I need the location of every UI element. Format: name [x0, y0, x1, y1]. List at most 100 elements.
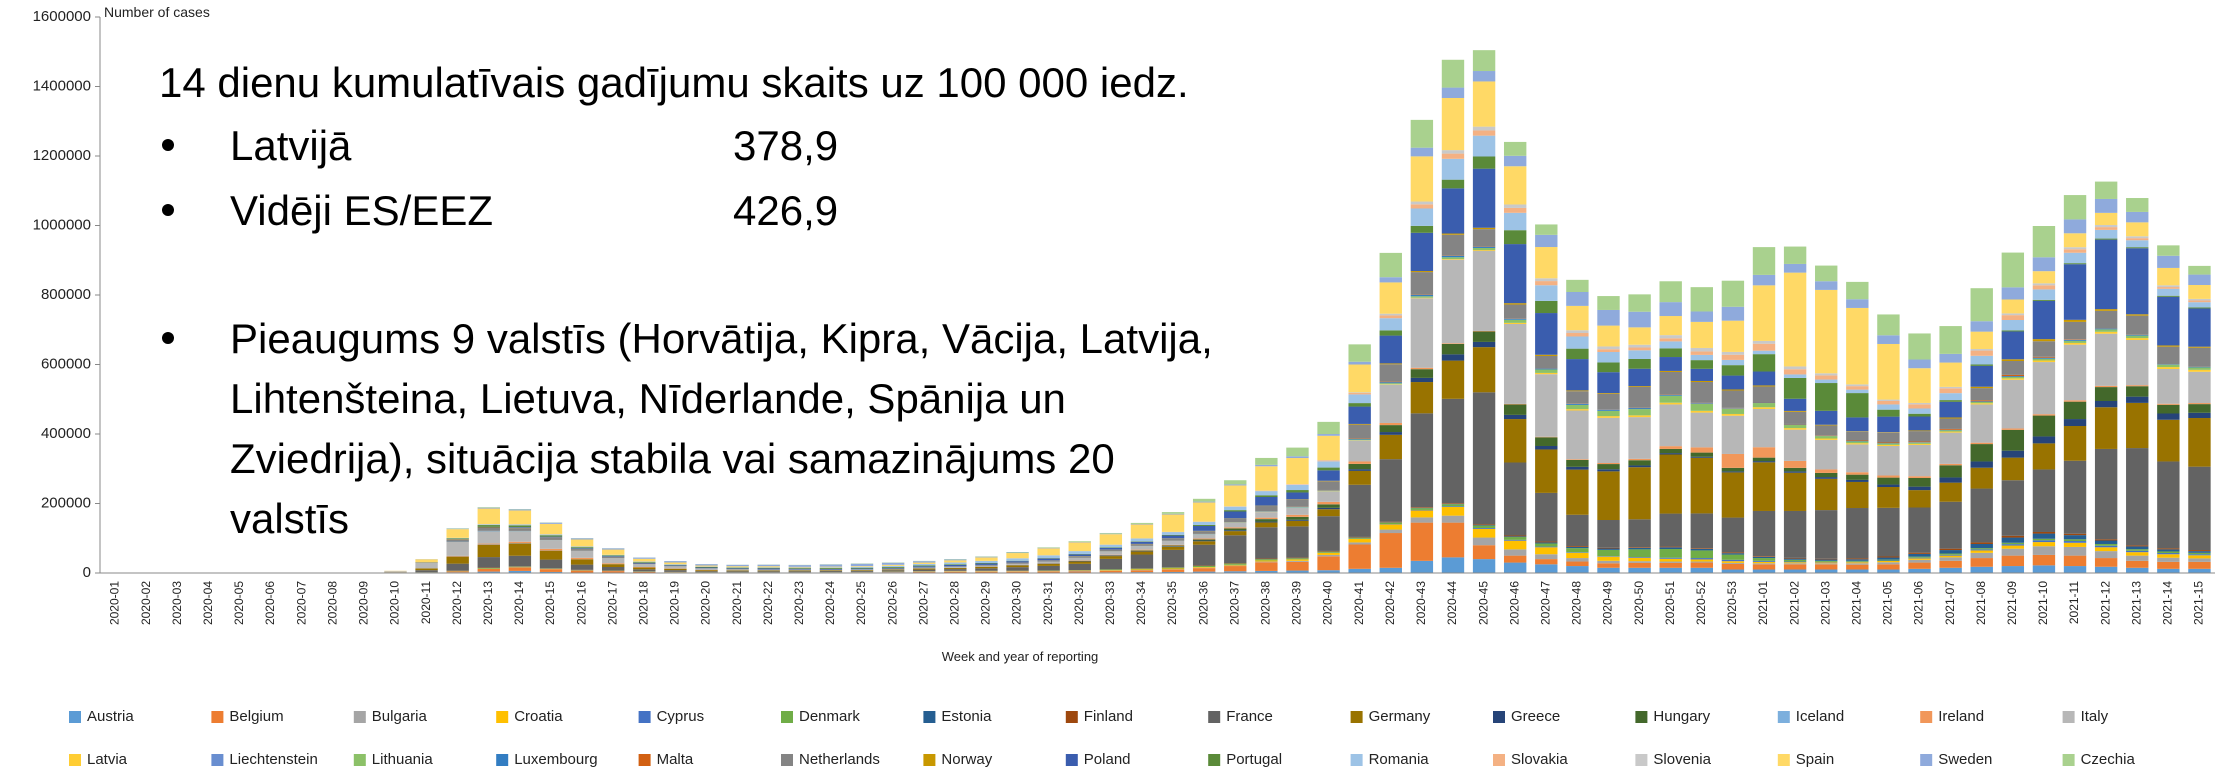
bar-segment — [1690, 410, 1713, 413]
bar-segment — [1472, 126, 1496, 131]
y-tick-label: 1200000 — [33, 147, 91, 164]
bar-segment — [1970, 543, 1993, 549]
bar-segment — [1908, 441, 1931, 443]
bar-segment — [1192, 571, 1216, 573]
bar-segment — [1161, 549, 1185, 568]
bar-segment — [2063, 321, 2087, 340]
bar-segment — [1535, 449, 1558, 493]
bar-segment — [1597, 416, 1620, 418]
bar-segment — [2032, 469, 2056, 532]
bar-segment — [2063, 344, 2087, 401]
bullet — [162, 139, 174, 151]
bar-segment — [1908, 404, 1931, 409]
bar-segment — [1815, 379, 1838, 384]
bar-segment — [1130, 570, 1154, 573]
bar-segment — [2001, 361, 2025, 375]
bar-segment — [1597, 471, 1620, 521]
bar-segment — [1815, 569, 1838, 573]
bar-segment — [1348, 344, 1371, 362]
bar-segment — [1566, 459, 1589, 460]
legend-label: Croatia — [514, 708, 563, 725]
bar-segment — [1752, 510, 1776, 557]
bar-segment — [1410, 508, 1434, 510]
x-tick-label: 2020-05 — [232, 581, 246, 625]
bar-segment — [1286, 490, 1309, 493]
bar-segment — [1379, 422, 1402, 426]
bar-segment — [1628, 562, 1651, 568]
bar-segment — [2094, 566, 2118, 573]
bar-segment — [2032, 414, 2056, 416]
legend-swatch — [496, 711, 509, 723]
bar-segment — [633, 571, 656, 573]
bar-segment — [1379, 382, 1402, 384]
bar-segment — [1939, 326, 1962, 354]
bar-segment — [1815, 559, 1838, 561]
bar-segment — [1379, 318, 1402, 331]
legend-swatch — [2062, 754, 2075, 766]
bar-segment — [1970, 550, 1993, 553]
bar-segment — [1628, 408, 1651, 410]
bar-segment — [1535, 247, 1558, 279]
bar-segment — [726, 566, 749, 568]
bar-segment — [1503, 230, 1527, 245]
bar-segment — [757, 567, 780, 569]
bar-segment — [2032, 339, 2056, 342]
bar-segment — [1752, 569, 1776, 573]
bar-segment — [944, 569, 967, 571]
bar-segment — [695, 567, 718, 569]
bar-segment — [1659, 446, 1682, 449]
bar-segment — [1348, 568, 1371, 573]
bar-segment — [1939, 557, 1962, 561]
bar-segment — [1690, 548, 1713, 551]
bar-segment — [2001, 542, 2025, 545]
bar-segment — [1566, 566, 1589, 573]
bar-segment — [1939, 418, 1962, 429]
bar-segment — [1535, 436, 1558, 438]
bar-segment — [2063, 546, 2087, 556]
bar-segment — [1690, 456, 1713, 458]
bar-segment — [944, 566, 967, 567]
bar-segment — [2032, 271, 2056, 284]
bar-segment — [1348, 470, 1371, 485]
bar-segment — [570, 550, 594, 558]
bar-segment — [1846, 444, 1869, 473]
bar-segment — [1472, 135, 1496, 157]
bar-segment — [633, 567, 656, 568]
bar-segment — [1255, 521, 1278, 523]
bar-segment — [539, 523, 563, 535]
bar-segment — [1877, 564, 1900, 570]
bar-segment — [1815, 510, 1838, 559]
bar-segment — [2188, 274, 2211, 286]
bar-segment — [1752, 350, 1776, 355]
bar-segment — [1659, 561, 1682, 563]
bar-segment — [1815, 560, 1838, 562]
bar-segment — [446, 529, 469, 538]
bar-segment — [2126, 386, 2149, 397]
bar-segment — [1006, 552, 1029, 554]
bar-segment — [1099, 569, 1123, 571]
bar-segment — [1690, 403, 1713, 411]
bar-segment — [1472, 331, 1496, 342]
bar-segment — [1752, 343, 1776, 351]
bar-segment — [1566, 403, 1589, 405]
legend-swatch — [211, 754, 224, 766]
bar-segment — [602, 548, 625, 550]
bar-segment — [1161, 567, 1185, 569]
bar-segment — [602, 549, 625, 555]
bar-segment — [2063, 535, 2087, 540]
bar-segment — [2063, 263, 2087, 265]
bar-segment — [1255, 519, 1278, 522]
bar-segment — [1099, 544, 1123, 548]
bar-segment — [1752, 385, 1776, 387]
bar-segment — [1441, 255, 1465, 258]
bar-segment — [1255, 517, 1278, 520]
bar-segment — [1846, 431, 1869, 432]
bar-segment — [2032, 531, 2056, 534]
bar-segment — [1192, 544, 1216, 566]
bar-segment — [2063, 340, 2087, 343]
bar-segment — [695, 568, 718, 570]
bar-segment — [2126, 222, 2149, 237]
bar-segment — [1255, 512, 1278, 518]
bar-segment — [1970, 442, 1993, 445]
bar-segment — [788, 567, 812, 569]
